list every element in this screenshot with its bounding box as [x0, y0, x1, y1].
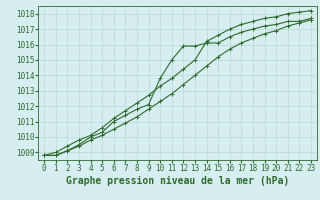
X-axis label: Graphe pression niveau de la mer (hPa): Graphe pression niveau de la mer (hPa): [66, 176, 289, 186]
